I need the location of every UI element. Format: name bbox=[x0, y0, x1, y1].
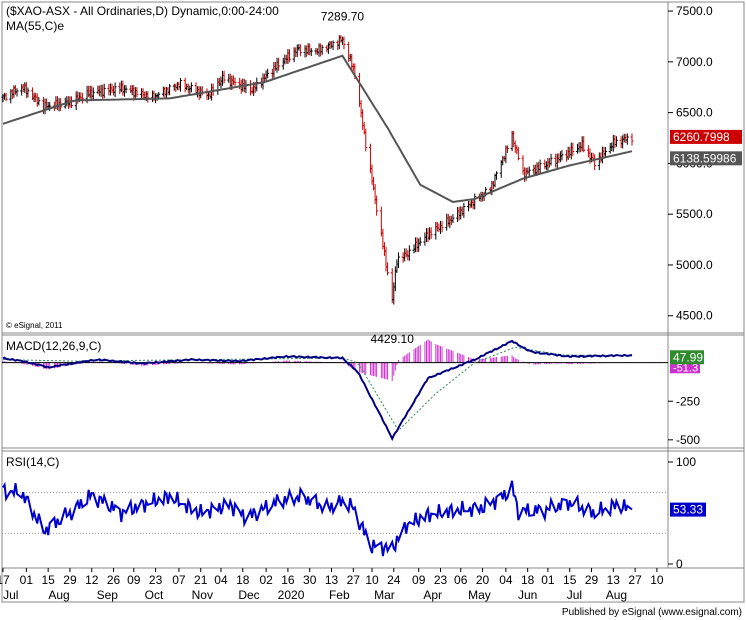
x-tick-label: 10 bbox=[650, 573, 664, 587]
month-label: Apr bbox=[423, 588, 442, 602]
macd-line bbox=[2, 339, 633, 442]
signal-value-label: -51.3 bbox=[673, 362, 698, 374]
month-label: Mar bbox=[374, 588, 395, 602]
x-tick-label: 12 bbox=[85, 573, 99, 587]
rsi-tick-label: 0 bbox=[676, 557, 683, 571]
x-tick-label: 30 bbox=[303, 573, 317, 587]
price-tick-label: 5000.0 bbox=[676, 258, 713, 272]
x-tick-label: 23 bbox=[149, 573, 163, 587]
x-axis: 17 01 15 29 12 26 09 23 07 21 04 18 02 16 30 13 27 10 24 09… bbox=[0, 568, 664, 602]
price-tick-label: 7500.0 bbox=[676, 4, 713, 18]
macd-value-badge: 47.99 bbox=[670, 350, 704, 365]
x-tick-label: 13 bbox=[607, 573, 621, 587]
x-tick-label: 01 bbox=[541, 573, 555, 587]
x-tick-label: 13 bbox=[325, 573, 339, 587]
rsi-tick-label: 100 bbox=[676, 455, 696, 469]
month-label: Aug bbox=[48, 588, 69, 602]
macd-y-axis: -250 -500 bbox=[668, 394, 700, 447]
price-candles bbox=[1, 35, 634, 305]
price-tick-label: 6500.0 bbox=[676, 106, 713, 120]
price-tick-label: 7000.0 bbox=[676, 55, 713, 69]
macd-value-label: 47.99 bbox=[673, 350, 703, 364]
last-price-badge-bg bbox=[670, 129, 742, 144]
x-tick-label: 04 bbox=[499, 573, 513, 587]
x-tick-label: 17 bbox=[0, 573, 10, 587]
rsi-value-badge-bg bbox=[670, 502, 706, 517]
x-tick-label: 07 bbox=[172, 573, 186, 587]
signal-value-badge-bg bbox=[670, 362, 700, 374]
x-tick-label: 23 bbox=[434, 573, 448, 587]
price-tick-label: 4500.0 bbox=[676, 309, 713, 323]
x-tick-label: 15 bbox=[41, 573, 55, 587]
macd-panel-title: MACD(12,26,9,C) bbox=[6, 339, 101, 353]
month-label: May bbox=[468, 588, 491, 602]
rsi-value-label: 53.33 bbox=[673, 503, 703, 517]
publisher-footer: Published by eSignal (www.esignal.com) bbox=[562, 607, 742, 618]
x-tick-label: 29 bbox=[63, 573, 77, 587]
ma-value-badge: 6138.59986 bbox=[670, 151, 742, 166]
macd-tick-label: -500 bbox=[676, 433, 700, 447]
copyright-text: © eSignal, 2011 bbox=[6, 321, 63, 330]
month-label: Jul bbox=[567, 588, 582, 602]
x-tick-label: 09 bbox=[127, 573, 141, 587]
low-annotation: 4429.10 bbox=[371, 332, 415, 346]
rsi-y-axis: 100 0 bbox=[2, 455, 696, 571]
price-y-axis: 7500.07000.06500.06000.05500.05000.04500… bbox=[668, 4, 713, 323]
x-tick-label: 09 bbox=[412, 573, 426, 587]
month-label: Nov bbox=[192, 588, 213, 602]
x-tick-label: 01 bbox=[20, 573, 34, 587]
month-label: Feb bbox=[329, 588, 350, 602]
x-tick-label: 18 bbox=[521, 573, 535, 587]
month-label: Aug bbox=[606, 588, 627, 602]
month-label: Sep bbox=[97, 588, 119, 602]
high-annotation: 7289.70 bbox=[321, 9, 365, 23]
macd-value-badge-bg bbox=[670, 350, 704, 365]
month-label: Jul bbox=[3, 588, 18, 602]
x-tick-label: 02 bbox=[259, 573, 273, 587]
x-tick-label: 21 bbox=[194, 573, 208, 587]
month-label: Jun bbox=[518, 588, 537, 602]
price-tick-label: 5500.0 bbox=[676, 207, 713, 221]
x-tick-label: 18 bbox=[236, 573, 250, 587]
month-label: Oct bbox=[145, 588, 164, 602]
last-price-label: 6260.7998 bbox=[673, 130, 730, 144]
x-tick-label: 27 bbox=[347, 573, 361, 587]
moving-average-line bbox=[2, 54, 633, 204]
rsi-value-badge: 53.33 bbox=[670, 502, 706, 517]
last-price-badge: 6260.7998 bbox=[670, 129, 742, 144]
ma-value-badge-bg bbox=[670, 151, 742, 166]
rsi-panel-title: RSI(14,C) bbox=[6, 455, 59, 469]
x-tick-label: 20 bbox=[476, 573, 490, 587]
ma-indicator-label: MA(55,C)e bbox=[6, 19, 64, 33]
month-label: Dec bbox=[238, 588, 259, 602]
x-tick-label: 16 bbox=[281, 573, 295, 587]
x-tick-label: 10 bbox=[365, 573, 379, 587]
rsi-line bbox=[2, 480, 633, 557]
x-tick-label: 24 bbox=[387, 573, 401, 587]
x-tick-label: 04 bbox=[214, 573, 228, 587]
x-tick-label: 06 bbox=[454, 573, 468, 587]
x-tick-label: 15 bbox=[563, 573, 577, 587]
x-tick-label: 27 bbox=[628, 573, 642, 587]
price-panel-title: ($XAO-ASX - All Ordinaries,D) Dynamic,0:… bbox=[6, 4, 279, 18]
macd-tick-label: -250 bbox=[676, 394, 700, 408]
signal-value-badge: -51.3 bbox=[670, 362, 700, 374]
ma-value-label: 6138.59986 bbox=[673, 151, 737, 165]
x-tick-label: 29 bbox=[585, 573, 599, 587]
x-tick-label: 26 bbox=[107, 573, 121, 587]
month-label: 2020 bbox=[278, 588, 305, 602]
